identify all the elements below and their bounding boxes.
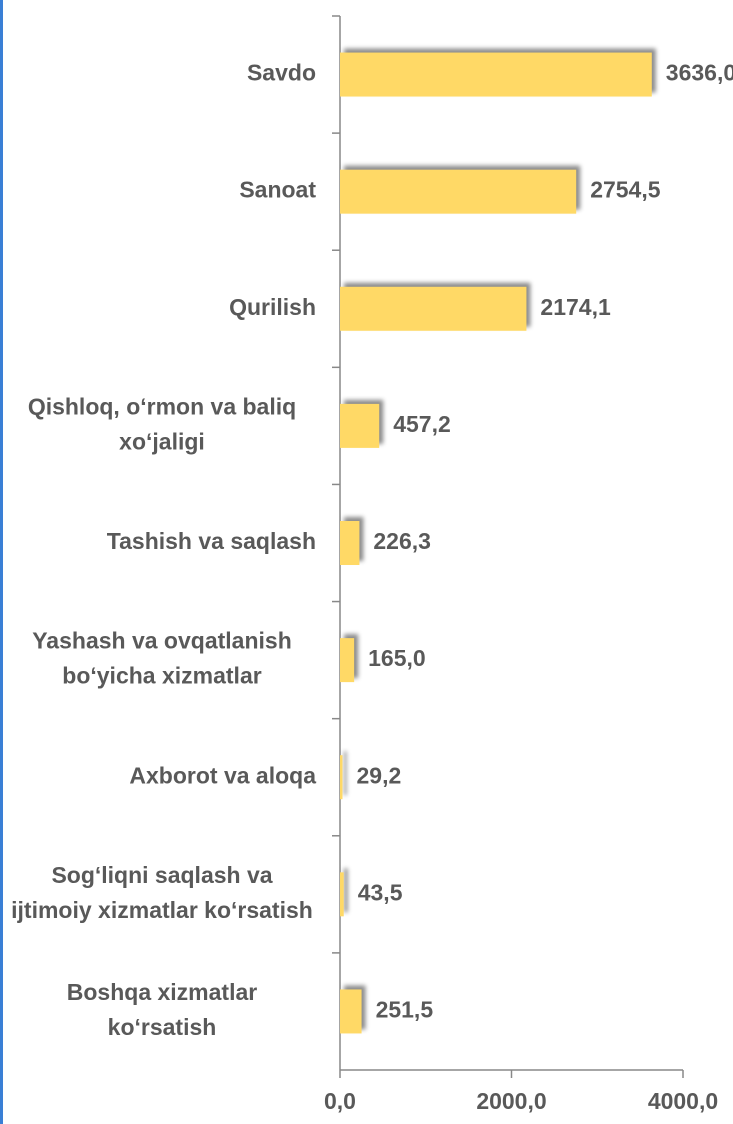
y-tick-label: Sog‘liqni saqlash va	[51, 862, 272, 888]
bar	[340, 169, 577, 214]
bar	[340, 521, 360, 565]
y-tick-label: xo‘jaligi	[119, 428, 205, 454]
bar	[340, 638, 355, 683]
bar	[340, 872, 344, 917]
bar	[340, 286, 527, 331]
y-tick-label: ijtimoiy xizmatlar ko‘rsatish	[11, 897, 313, 923]
x-tick-label: 2000,0	[476, 1088, 546, 1114]
value-label: 29,2	[357, 762, 402, 788]
value-label: 251,5	[376, 997, 434, 1023]
y-tick-label: bo‘yicha xizmatlar	[62, 663, 261, 689]
bar	[340, 52, 652, 97]
y-tick-label: Tashish va saqlash	[107, 528, 316, 554]
x-tick-label: 0,0	[324, 1088, 356, 1114]
bar	[340, 989, 362, 1034]
left-border	[0, 0, 3, 1124]
value-label: 226,3	[373, 528, 431, 554]
value-label: 2754,5	[590, 177, 661, 203]
value-label: 457,2	[393, 411, 451, 437]
y-tick-label: Axborot va aloqa	[129, 762, 316, 788]
y-tick-label: Qishloq, o‘rmon va baliq	[28, 393, 296, 419]
bar	[340, 403, 380, 448]
x-tick-label: 4000,0	[648, 1088, 718, 1114]
value-label: 3636,0	[666, 60, 733, 86]
y-tick-label: Boshqa xizmatlar	[67, 979, 257, 1005]
y-tick-label: Sanoat	[239, 177, 316, 203]
y-tick-label: ko‘rsatish	[108, 1014, 217, 1040]
y-tick-label: Qurilish	[229, 294, 316, 320]
bar	[340, 755, 343, 800]
y-tick-label: Yashash va ovqatlanish	[32, 628, 292, 654]
value-label: 43,5	[358, 879, 403, 905]
value-label: 165,0	[368, 645, 426, 671]
value-label: 2174,1	[540, 294, 611, 320]
y-tick-label: Savdo	[247, 60, 316, 86]
